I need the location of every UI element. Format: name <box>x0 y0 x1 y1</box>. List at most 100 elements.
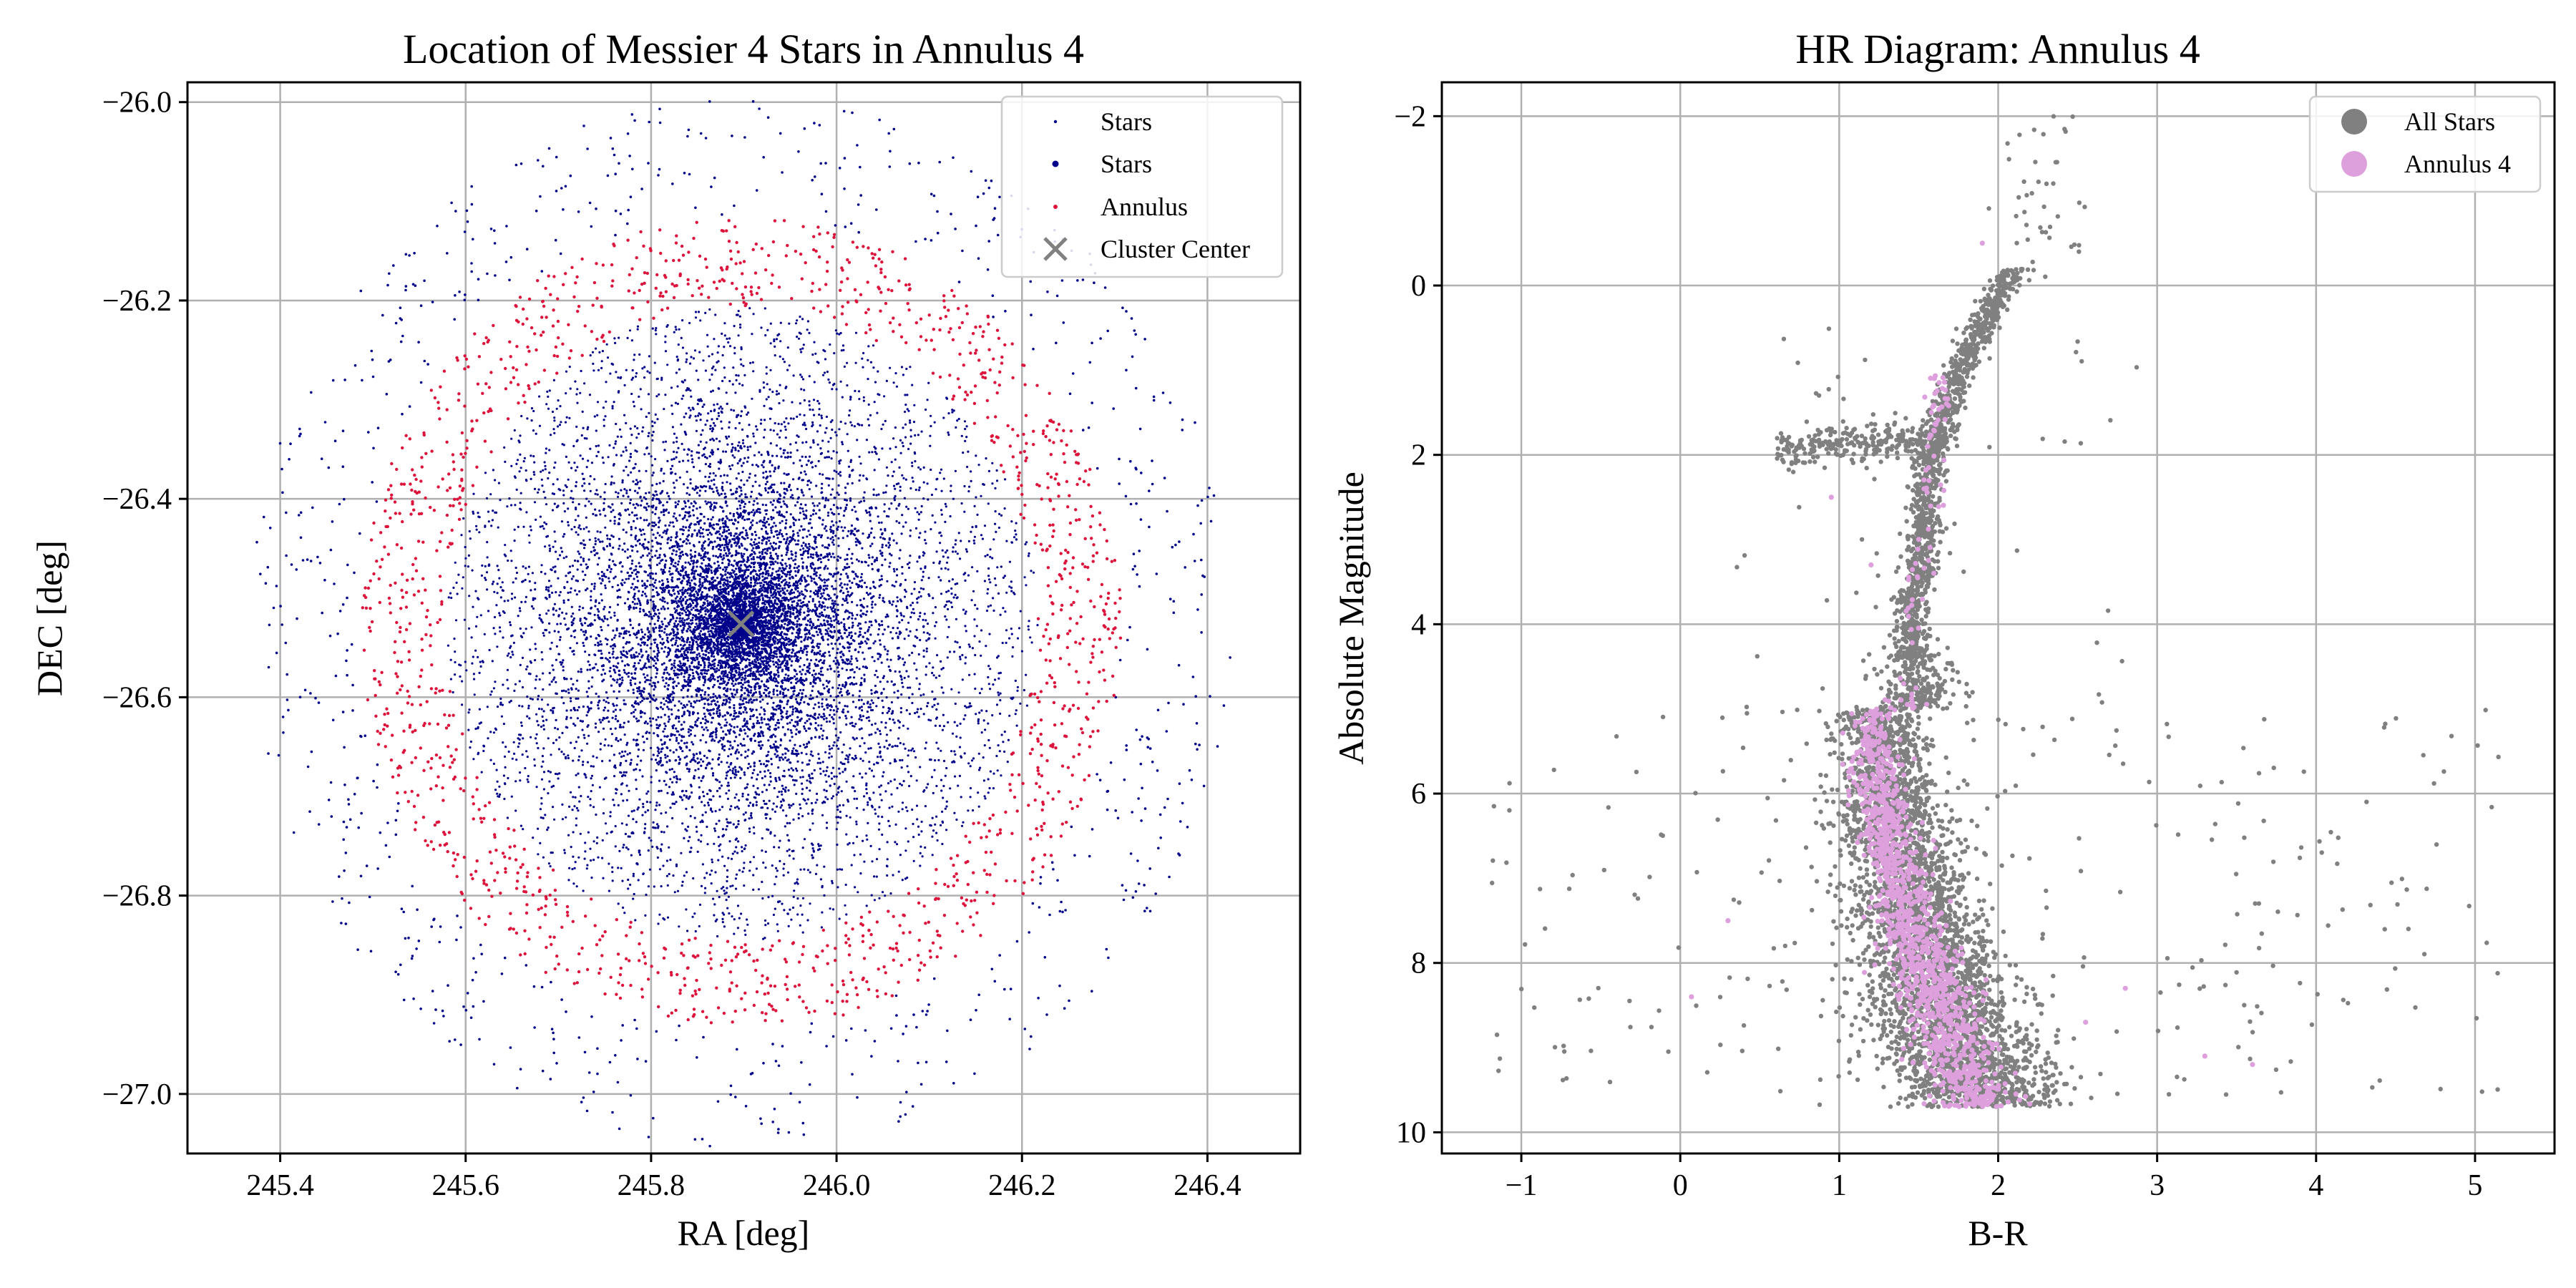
star-point <box>907 621 910 624</box>
star-point <box>686 630 688 633</box>
star-point <box>759 771 762 774</box>
star-point <box>600 629 603 632</box>
star-point <box>877 628 880 630</box>
star-point <box>732 715 736 718</box>
star-point <box>879 746 882 748</box>
star-point <box>645 595 648 597</box>
star-point <box>766 673 769 676</box>
star-point <box>851 482 854 485</box>
star-point <box>638 798 641 801</box>
star-point <box>767 619 770 622</box>
star-point <box>771 643 774 646</box>
star-point <box>779 779 781 781</box>
star-point <box>751 771 754 775</box>
star-point <box>774 680 776 683</box>
star-point <box>857 635 860 638</box>
star-point <box>719 459 722 462</box>
star-point <box>707 517 710 521</box>
star-point <box>581 457 585 460</box>
star-point <box>641 554 645 557</box>
star-point <box>651 521 654 524</box>
star-point <box>818 757 821 760</box>
star-point <box>771 503 774 506</box>
star-point <box>805 653 808 656</box>
star-point <box>700 512 703 516</box>
star-point <box>741 517 744 520</box>
star-point <box>614 727 617 730</box>
star-point <box>779 655 781 658</box>
star-point <box>653 521 656 525</box>
star-point <box>825 769 828 772</box>
star-point <box>856 835 859 838</box>
star-point <box>855 657 858 660</box>
star-point <box>811 754 814 757</box>
star-point <box>685 526 688 529</box>
star-point <box>518 742 521 745</box>
star-point <box>832 587 835 590</box>
star-point <box>527 565 531 568</box>
star-point <box>625 531 628 534</box>
star-point <box>728 769 731 771</box>
star-point <box>896 574 899 577</box>
star-point <box>636 696 639 699</box>
star-point <box>804 470 806 473</box>
star-point <box>701 549 704 552</box>
star-point <box>784 562 787 565</box>
star-point <box>601 575 604 577</box>
star-point <box>791 632 794 635</box>
star-point <box>702 558 706 562</box>
star-point <box>839 556 842 560</box>
star-point <box>474 649 477 652</box>
star-point <box>825 426 828 429</box>
star-point <box>832 524 835 527</box>
star-point <box>768 540 771 542</box>
star-point <box>806 590 809 592</box>
star-point <box>748 604 751 607</box>
star-point <box>510 597 514 600</box>
star-point <box>859 599 862 602</box>
star-point <box>612 629 615 632</box>
star-point <box>672 549 675 552</box>
star-point <box>682 597 685 600</box>
star-point <box>811 557 814 560</box>
star-point <box>536 720 539 723</box>
star-point <box>834 497 836 499</box>
star-point <box>751 553 753 556</box>
star-point <box>666 578 669 581</box>
star-point <box>608 577 610 580</box>
star-point <box>739 776 742 779</box>
star-point <box>993 577 997 580</box>
star-point <box>855 544 858 547</box>
star-point <box>800 525 803 528</box>
star-point <box>922 631 925 634</box>
star-point <box>713 683 716 686</box>
star-point <box>883 746 886 748</box>
star-point <box>787 422 790 425</box>
star-point <box>785 553 788 556</box>
star-point <box>716 605 718 608</box>
star-point <box>880 799 883 801</box>
star-point <box>603 497 606 501</box>
star-point <box>919 708 922 711</box>
star-point <box>792 478 795 481</box>
star-point <box>862 703 865 706</box>
star-point <box>779 627 782 630</box>
star-point <box>704 606 707 609</box>
star-point <box>718 414 721 417</box>
star-point <box>854 706 857 708</box>
star-point <box>597 610 600 613</box>
star-point <box>718 467 721 470</box>
star-point <box>781 609 784 612</box>
star-point <box>810 577 813 580</box>
star-point <box>598 577 601 580</box>
star-point <box>600 673 603 676</box>
star-point <box>826 450 829 453</box>
star-point <box>845 683 848 686</box>
star-point <box>774 678 778 680</box>
star-point <box>774 542 777 545</box>
star-point <box>712 523 716 527</box>
star-point <box>719 474 722 477</box>
star-point <box>721 531 725 534</box>
star-point <box>685 552 688 555</box>
